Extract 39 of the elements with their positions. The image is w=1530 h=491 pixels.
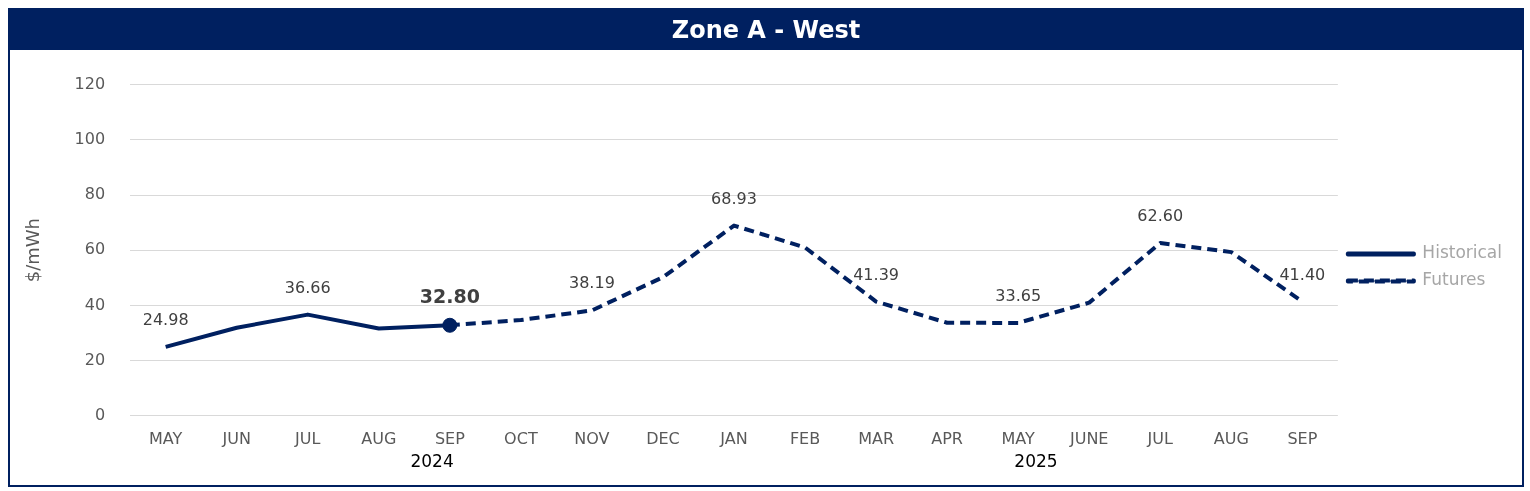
x-tick-label: JUN — [221, 428, 251, 448]
x-tick-label: MAY — [1001, 428, 1036, 448]
x-tick-label: JUL — [294, 428, 321, 448]
x-tick-label: SEP — [434, 428, 466, 448]
y-tick-label: 60 — [84, 239, 106, 259]
y-tick-label: 100 — [74, 128, 106, 148]
x-tick-label: MAR — [858, 428, 895, 448]
legend-label: Futures — [1422, 269, 1486, 290]
x-tick-label: MAY — [149, 428, 183, 448]
x-tick-label: AUG — [1213, 428, 1249, 448]
data-label: 62.60 — [1137, 206, 1184, 226]
x-tick-label: FEB — [789, 428, 821, 448]
data-label: 68.93 — [711, 188, 757, 208]
x-tick-label: NOV — [574, 428, 610, 448]
x-tick-label: JAN — [719, 428, 748, 448]
data-label: 33.65 — [995, 285, 1042, 305]
legend-label: Historical — [1422, 242, 1503, 263]
y-tick-label: 20 — [84, 349, 106, 369]
x-tick-label: DEC — [646, 428, 680, 448]
x-tick-label: SEP — [1287, 428, 1318, 448]
x-tick-label: APR — [931, 428, 963, 448]
data-label: 32.80 — [419, 285, 480, 308]
data-label: 24.98 — [142, 309, 189, 329]
x-tick-label: AUG — [361, 428, 397, 448]
x-tick-label: OCT — [504, 428, 538, 448]
y-tick-label: 120 — [74, 73, 106, 93]
text: 2024 — [410, 451, 454, 471]
chart-title: Zone A - West — [10, 10, 1522, 50]
data-label: 38.19 — [569, 273, 615, 293]
data-label: 41.39 — [853, 264, 899, 284]
data-label: 36.66 — [284, 277, 331, 297]
y-axis-title: $/mWh — [22, 218, 44, 283]
x-tick-label: JUL — [1146, 428, 1174, 448]
data-label: 41.40 — [1279, 264, 1326, 284]
y-tick-label: 0 — [94, 404, 106, 424]
y-tick-label: 80 — [84, 184, 106, 204]
x-tick-label: JUNE — [1068, 428, 1109, 448]
y-tick-label: 40 — [84, 294, 106, 314]
text: 2025 — [1014, 451, 1058, 471]
